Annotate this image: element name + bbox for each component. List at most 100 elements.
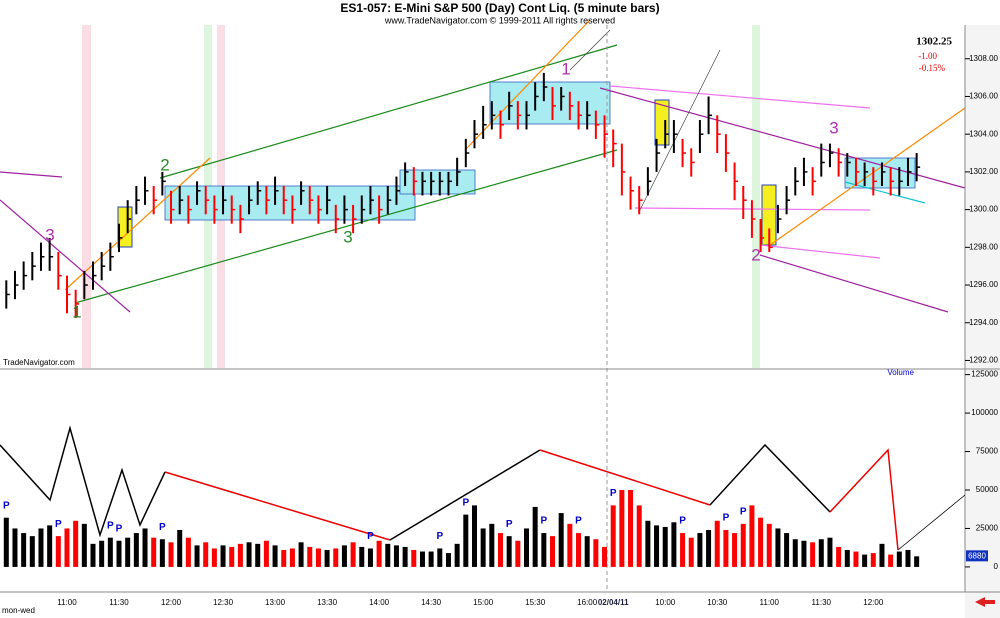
fan-line xyxy=(569,29,611,71)
volume-bar xyxy=(255,543,261,567)
trend-line xyxy=(599,87,966,189)
x-tick-label: 12:00 xyxy=(161,598,182,607)
volume-bar xyxy=(558,513,564,567)
wave-label: 3 xyxy=(45,225,54,244)
volume-bar xyxy=(411,550,417,567)
wave-label: 2 xyxy=(160,155,169,174)
volume-bar xyxy=(827,537,833,567)
volume-bar xyxy=(680,533,686,567)
volume-bar xyxy=(844,550,850,567)
volume-bar xyxy=(818,539,824,567)
pivot-label: P xyxy=(107,520,114,531)
volume-bar xyxy=(168,542,174,567)
y-tick-label: 1304.00 xyxy=(969,129,998,138)
channel-line xyxy=(74,149,618,304)
volume-bar xyxy=(55,536,61,567)
wave-label: 3 xyxy=(829,118,838,137)
trend-line xyxy=(609,85,871,109)
volume-bar xyxy=(133,533,139,567)
scroll-arrow[interactable] xyxy=(975,597,995,607)
volume-bar xyxy=(567,523,573,567)
volume-bar xyxy=(584,536,590,567)
volume-bar xyxy=(610,505,616,567)
volume-bar xyxy=(151,537,157,567)
volume-bar xyxy=(203,542,209,567)
x-tick-label: 11:00 xyxy=(57,598,77,607)
volume-bar xyxy=(81,523,87,567)
wave-label: 3 xyxy=(343,227,352,246)
range-box xyxy=(164,185,416,221)
volume-bar xyxy=(437,548,443,567)
volume-bar xyxy=(107,537,113,567)
volume-bar xyxy=(73,520,79,567)
zigzag xyxy=(539,449,711,506)
volume-bar xyxy=(194,545,200,567)
x-tick-label: 10:00 xyxy=(655,598,676,607)
volume-bar xyxy=(3,517,9,567)
volume-bar xyxy=(619,490,625,567)
volume-bar xyxy=(550,536,556,567)
volume-bar xyxy=(602,546,608,567)
y-tick-label: 1298.00 xyxy=(969,242,998,251)
volume-bar xyxy=(532,506,538,567)
x-tick-label: 02/04/11 xyxy=(598,598,629,607)
volume-bar xyxy=(732,533,738,567)
volume-bar xyxy=(47,525,53,567)
volume-bar xyxy=(333,548,339,567)
chart-title: ES1-057: E-Mini S&P 500 (Day) Cont Liq. … xyxy=(340,1,659,15)
footer-label: mon-wed xyxy=(2,606,35,615)
volume-bar xyxy=(350,542,356,567)
y-tick-label: 1294.00 xyxy=(969,318,998,327)
y-tick-label: 100000 xyxy=(971,408,998,417)
volume-bar xyxy=(905,550,911,567)
volume-bar xyxy=(628,490,634,567)
volume-bar xyxy=(480,528,486,567)
trend-line xyxy=(844,181,926,204)
fan-line xyxy=(769,107,966,246)
fan-line xyxy=(464,19,591,151)
volume-bar xyxy=(870,553,876,567)
volume-bar xyxy=(21,533,27,567)
x-tick-label: 13:00 xyxy=(265,598,286,607)
fan-line xyxy=(64,157,211,291)
volume-bar xyxy=(125,537,131,567)
zigzag xyxy=(0,425,166,538)
volume-bar xyxy=(229,546,235,567)
volume-bar xyxy=(836,546,842,567)
last-volume-box xyxy=(966,550,988,562)
volume-bar xyxy=(12,528,18,567)
volume-bar xyxy=(298,542,304,567)
pivot-label: P xyxy=(679,516,686,527)
session-shade xyxy=(82,25,91,368)
volume-bar xyxy=(576,533,582,567)
y-tick-label: 1300.00 xyxy=(969,205,998,214)
volume-bar xyxy=(64,528,70,567)
pivot-label: P xyxy=(506,519,513,530)
last-price: 1302.25 xyxy=(916,36,952,48)
x-tick-label: 16:00 xyxy=(577,598,598,607)
x-tick-label: 14:00 xyxy=(369,598,390,607)
trend-line xyxy=(0,199,131,313)
volume-bar xyxy=(263,540,269,567)
volume-bar xyxy=(810,542,816,567)
y-tick-label: 75000 xyxy=(976,447,999,456)
volume-bar xyxy=(402,546,408,567)
x-tick-label: 12:00 xyxy=(863,598,884,607)
volume-bar xyxy=(359,546,365,567)
volume-bar xyxy=(723,530,729,567)
volume-bar xyxy=(29,536,35,567)
volume-bar xyxy=(801,540,807,567)
pivot-label: P xyxy=(436,531,443,542)
volume-bar xyxy=(636,505,642,567)
volume-bar xyxy=(645,520,651,567)
zigzag xyxy=(389,449,541,541)
volume-bar xyxy=(714,520,720,567)
volume-bar xyxy=(90,543,96,567)
y-tick-label: 0 xyxy=(994,562,999,571)
volume-bar xyxy=(662,526,668,567)
volume-bar xyxy=(706,530,712,567)
volume-bar xyxy=(341,545,347,567)
pivot-label: P xyxy=(723,513,730,524)
volume-bar xyxy=(38,528,44,567)
zigzag xyxy=(897,494,966,551)
